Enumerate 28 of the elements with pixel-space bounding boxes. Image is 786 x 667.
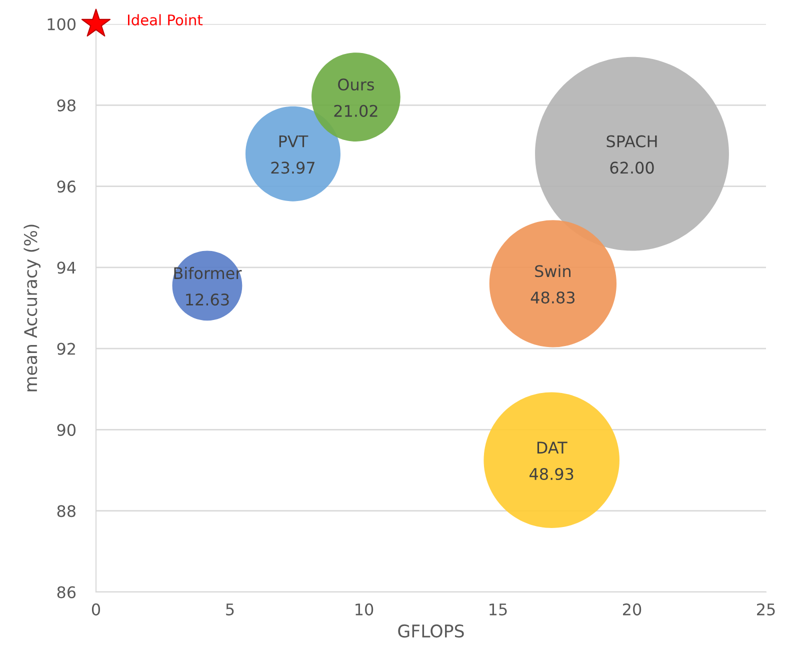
x-tick-label: 20 bbox=[623, 603, 642, 616]
series-label: DAT bbox=[537, 442, 568, 454]
y-tick-label: 92 bbox=[57, 342, 75, 355]
y-axis-title: mean Accuracy (%) bbox=[24, 224, 41, 392]
annotation: 48.93 bbox=[530, 468, 574, 480]
x-axis-title: GFLOPS bbox=[398, 624, 464, 638]
x-tick-label: 25 bbox=[757, 603, 775, 616]
y-tick-label: 96 bbox=[57, 180, 76, 193]
y-tick-label: 100 bbox=[48, 18, 76, 30]
annotation: 21.02 bbox=[334, 104, 378, 117]
y-tick-label: 94 bbox=[57, 262, 76, 274]
series-label: SPACH bbox=[606, 135, 657, 148]
y-tick-label: 88 bbox=[57, 505, 76, 518]
y-tick-label: 86 bbox=[57, 586, 76, 598]
x-tick-label: 5 bbox=[226, 604, 234, 616]
annotation: 48.83 bbox=[530, 291, 575, 304]
x-tick-label: 0 bbox=[92, 603, 100, 616]
y-tick-label: 98 bbox=[57, 99, 76, 112]
x-tick-label: 15 bbox=[490, 604, 507, 616]
annotation: 12.63 bbox=[186, 294, 229, 306]
annotation: 23.97 bbox=[271, 162, 314, 174]
series-label: Ideal Point bbox=[128, 14, 203, 26]
annotation: 62.00 bbox=[610, 162, 654, 174]
series-label: PVT bbox=[279, 135, 308, 148]
y-tick-label: 90 bbox=[57, 424, 76, 436]
series-label: Ours bbox=[338, 78, 374, 91]
x-tick-label: 10 bbox=[356, 603, 374, 616]
series-label: Swin bbox=[535, 264, 570, 278]
